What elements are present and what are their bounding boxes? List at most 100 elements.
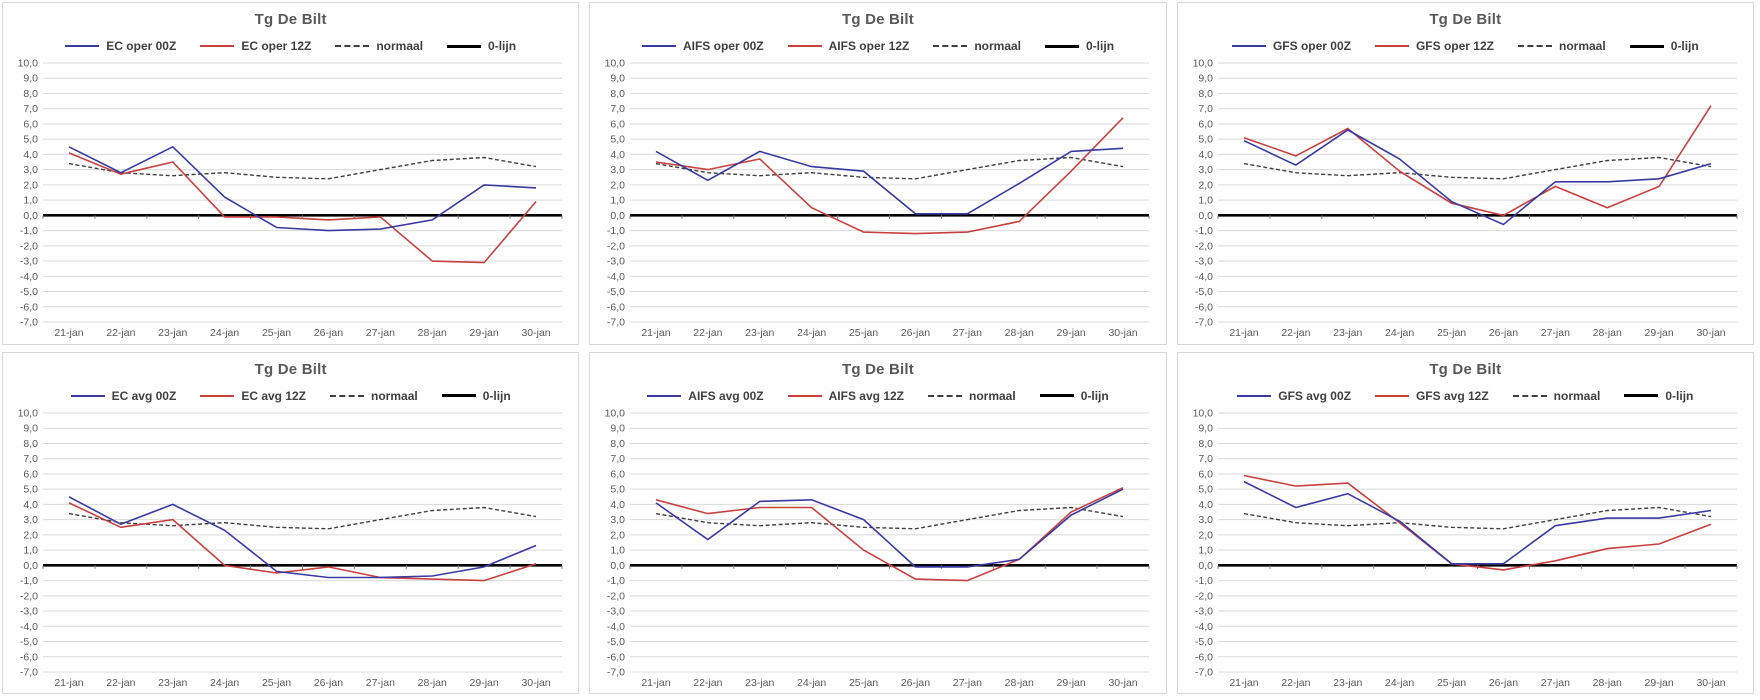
svg-text:-6,0: -6,0 [20, 301, 38, 313]
svg-text:0,0: 0,0 [1198, 210, 1213, 222]
legend-item: EC avg 12Z [200, 389, 306, 403]
svg-text:27-jan: 27-jan [366, 677, 395, 689]
series-line-icon [787, 45, 822, 47]
svg-text:-2,0: -2,0 [1195, 240, 1213, 252]
chart-canvas: 10,0 9,0 8,0 7,0 6,0 5,0 4,0 3,0 2,0 1,0 0,0 -1,0 -2… [1192, 58, 1738, 339]
legend-item: 0-lijn [1624, 389, 1693, 403]
svg-text:2,0: 2,0 [611, 529, 626, 541]
legend-item: normaal [928, 389, 1016, 403]
svg-text:2,0: 2,0 [1198, 529, 1213, 541]
svg-text:-2,0: -2,0 [1195, 590, 1213, 602]
series-line-icon [928, 394, 962, 397]
svg-text:9,0: 9,0 [1198, 73, 1213, 85]
svg-text:30-jan: 30-jan [521, 327, 550, 339]
svg-text:25-jan: 25-jan [1437, 327, 1466, 339]
svg-text:2,0: 2,0 [1198, 179, 1213, 191]
svg-text:24-jan: 24-jan [210, 327, 239, 339]
svg-text:8,0: 8,0 [1198, 88, 1213, 100]
svg-text:27-jan: 27-jan [953, 677, 982, 689]
svg-text:21-jan: 21-jan [54, 327, 83, 339]
svg-text:27-jan: 27-jan [1540, 327, 1569, 339]
legend-label: normaal [1553, 388, 1601, 403]
svg-text:5,0: 5,0 [23, 483, 38, 495]
svg-text:30-jan: 30-jan [1109, 677, 1138, 689]
legend-label: EC avg 00Z [111, 388, 177, 403]
svg-text:4,0: 4,0 [1198, 498, 1213, 510]
svg-text:3,0: 3,0 [611, 514, 626, 526]
svg-text:28-jan: 28-jan [1592, 327, 1621, 339]
svg-text:1,0: 1,0 [23, 195, 38, 207]
svg-text:4,0: 4,0 [611, 498, 626, 510]
svg-text:0,0: 0,0 [1198, 559, 1213, 571]
svg-text:29-jan: 29-jan [1057, 327, 1086, 339]
legend-item: 0-lijn [441, 389, 511, 403]
series-line-icon [1237, 394, 1272, 397]
legend-item: EC oper 12Z [200, 39, 311, 53]
legend-label: normaal [974, 39, 1022, 53]
legend-label: 0-lijn [1665, 388, 1694, 403]
legend-item: normaal [330, 389, 418, 403]
svg-text:26-jan: 26-jan [314, 327, 343, 339]
chart-title: Tg De Bilt [841, 360, 914, 378]
svg-text:4,0: 4,0 [611, 149, 626, 161]
plot-area: 10,0 9,0 8,0 7,0 6,0 5,0 4,0 3,0 2,0 1,0 0,0 -1,0 -2… [594, 57, 1161, 342]
svg-text:2,0: 2,0 [23, 179, 38, 191]
chart-title: Tg De Bilt [254, 360, 327, 378]
legend-label: GFS avg 00Z [1278, 388, 1351, 403]
chart-panel-gfs-avg: Tg De Bilt GFS avg 00Z GFS avg 12Z norma… [1176, 351, 1754, 694]
legend-label: EC avg 12Z [241, 388, 307, 403]
legend-label: AIFS avg 12Z [828, 388, 904, 403]
svg-text:-4,0: -4,0 [20, 620, 38, 632]
chart-canvas: 10,0 9,0 8,0 7,0 6,0 5,0 4,0 3,0 2,0 1,0 0,0 -1,0 -2… [1192, 407, 1738, 689]
svg-text:3,0: 3,0 [23, 514, 38, 526]
svg-text:9,0: 9,0 [23, 422, 38, 434]
chart-legend: EC avg 00Z EC avg 12Z normaal 0-lijn [7, 378, 574, 407]
svg-text:3,0: 3,0 [1198, 514, 1213, 526]
legend-label: GFS avg 12Z [1415, 388, 1489, 403]
svg-text:29-jan: 29-jan [1057, 677, 1086, 689]
svg-text:-6,0: -6,0 [1195, 301, 1213, 313]
svg-text:25-jan: 25-jan [262, 677, 291, 689]
plot-area: 10,0 9,0 8,0 7,0 6,0 5,0 4,0 3,0 2,0 1,0 0,0 -1,0 -2… [1182, 407, 1749, 692]
svg-text:8,0: 8,0 [611, 437, 626, 449]
series-line-icon [200, 394, 235, 397]
svg-text:-4,0: -4,0 [607, 271, 625, 283]
svg-text:1,0: 1,0 [1198, 195, 1213, 207]
chart-canvas: 10,0 9,0 8,0 7,0 6,0 5,0 4,0 3,0 2,0 1,0 0,0 -1,0 -2… [18, 407, 563, 689]
svg-text:6,0: 6,0 [1198, 468, 1213, 480]
svg-text:-2,0: -2,0 [20, 590, 38, 602]
svg-text:24-jan: 24-jan [1385, 677, 1414, 689]
svg-text:5,0: 5,0 [23, 134, 38, 146]
svg-text:-6,0: -6,0 [1195, 651, 1213, 663]
svg-text:-3,0: -3,0 [20, 605, 38, 617]
legend-label: normaal [371, 388, 418, 403]
svg-text:23-jan: 23-jan [745, 677, 774, 689]
svg-text:10,0: 10,0 [1192, 407, 1213, 419]
legend-label: EC oper 00Z [106, 39, 177, 53]
series-line-icon [1374, 394, 1409, 397]
series-line-icon [335, 45, 370, 47]
legend-item: 0-lijn [1039, 388, 1109, 403]
svg-text:-1,0: -1,0 [20, 575, 38, 587]
svg-text:25-jan: 25-jan [1437, 677, 1466, 689]
svg-text:27-jan: 27-jan [953, 327, 982, 339]
svg-text:-7,0: -7,0 [607, 317, 625, 329]
svg-text:6,0: 6,0 [611, 118, 626, 130]
svg-text:6,0: 6,0 [23, 118, 38, 130]
svg-text:-5,0: -5,0 [607, 286, 625, 298]
svg-text:23-jan: 23-jan [1333, 327, 1362, 339]
svg-text:26-jan: 26-jan [1489, 327, 1518, 339]
legend-item: 0-lijn [447, 39, 516, 53]
legend-item: AIFS oper 12Z [787, 39, 909, 53]
legend-label: 0-lijn [1080, 388, 1109, 403]
legend-item: AIFS oper 00Z [641, 39, 764, 53]
svg-text:-3,0: -3,0 [607, 605, 625, 617]
legend-item: GFS oper 12Z [1374, 39, 1494, 53]
chart-legend: AIFS avg 00Z AIFS avg 12Z normaal 0-lijn [594, 378, 1161, 407]
svg-text:-5,0: -5,0 [20, 636, 38, 648]
plot-area: 10,0 9,0 8,0 7,0 6,0 5,0 4,0 3,0 2,0 1,0 0,0 -1,0 -2… [1182, 57, 1749, 342]
svg-text:21-jan: 21-jan [1229, 327, 1258, 339]
legend-label: normaal [969, 388, 1016, 403]
series-line-icon [1039, 394, 1074, 397]
svg-text:-1,0: -1,0 [1195, 225, 1213, 237]
